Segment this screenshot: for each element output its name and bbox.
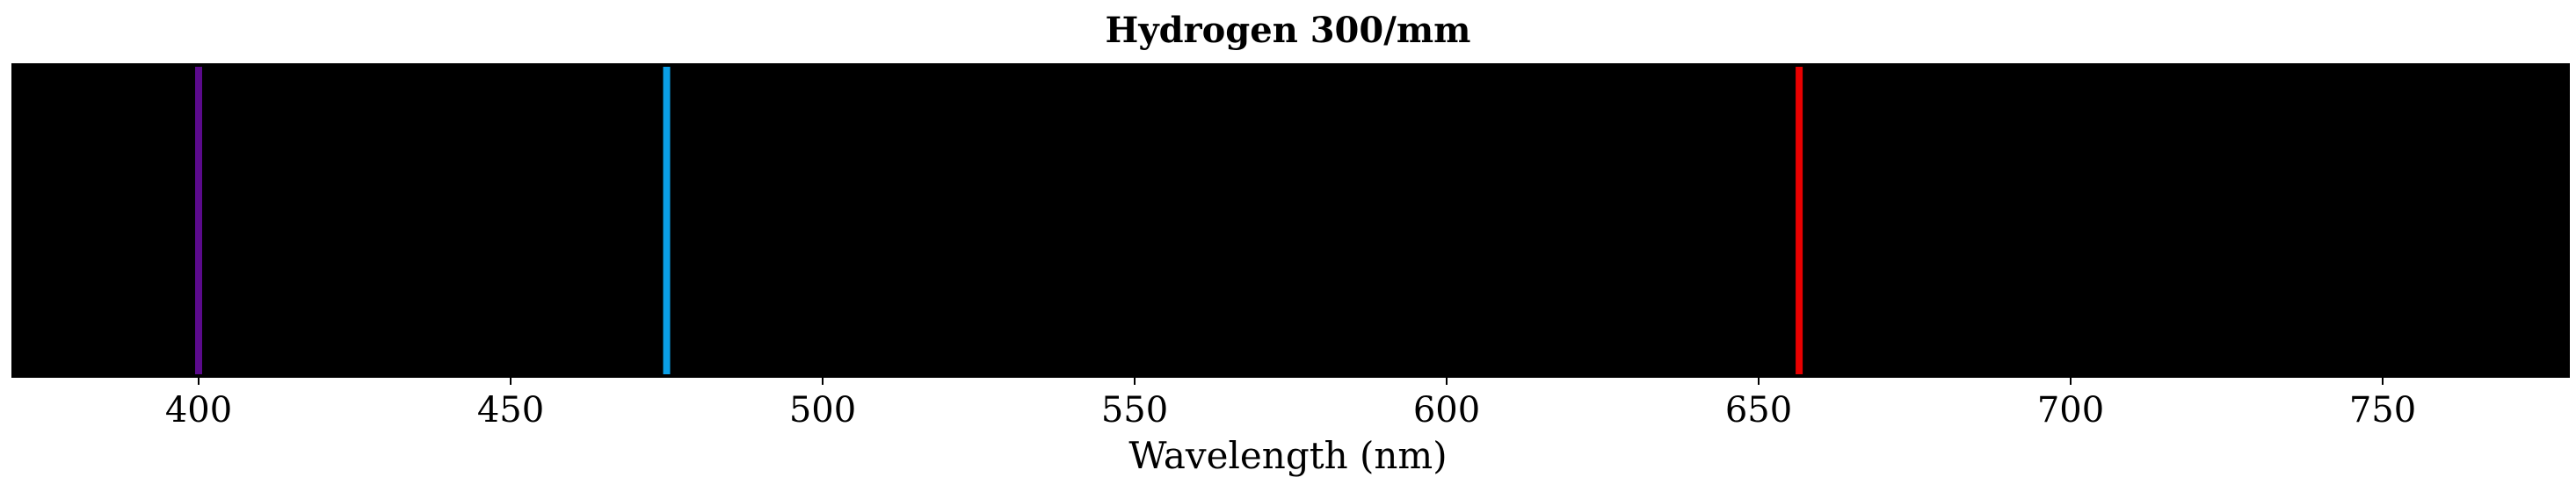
emission-lines — [195, 67, 1803, 374]
x-tick-label: 450 — [477, 390, 544, 430]
x-tick-label: 700 — [2037, 390, 2104, 430]
x-tick-label: 600 — [1413, 390, 1480, 430]
x-axis-label: Wavelength (nm) — [1128, 434, 1447, 477]
x-tick-label: 400 — [165, 390, 232, 430]
x-tick-label: 750 — [2349, 390, 2416, 430]
chart-title: Hydrogen 300/mm — [1106, 10, 1471, 51]
spectrum-plot-area — [11, 63, 2570, 378]
emission-line-2 — [663, 67, 671, 374]
x-tick-label: 650 — [1725, 390, 1792, 430]
x-axis-ticks: 400 450 500 550 600 650 700 750 — [165, 378, 2416, 430]
x-tick-label: 500 — [789, 390, 856, 430]
emission-line-3 — [1796, 67, 1803, 374]
emission-line-1 — [195, 67, 202, 374]
x-tick-label: 550 — [1101, 390, 1168, 430]
